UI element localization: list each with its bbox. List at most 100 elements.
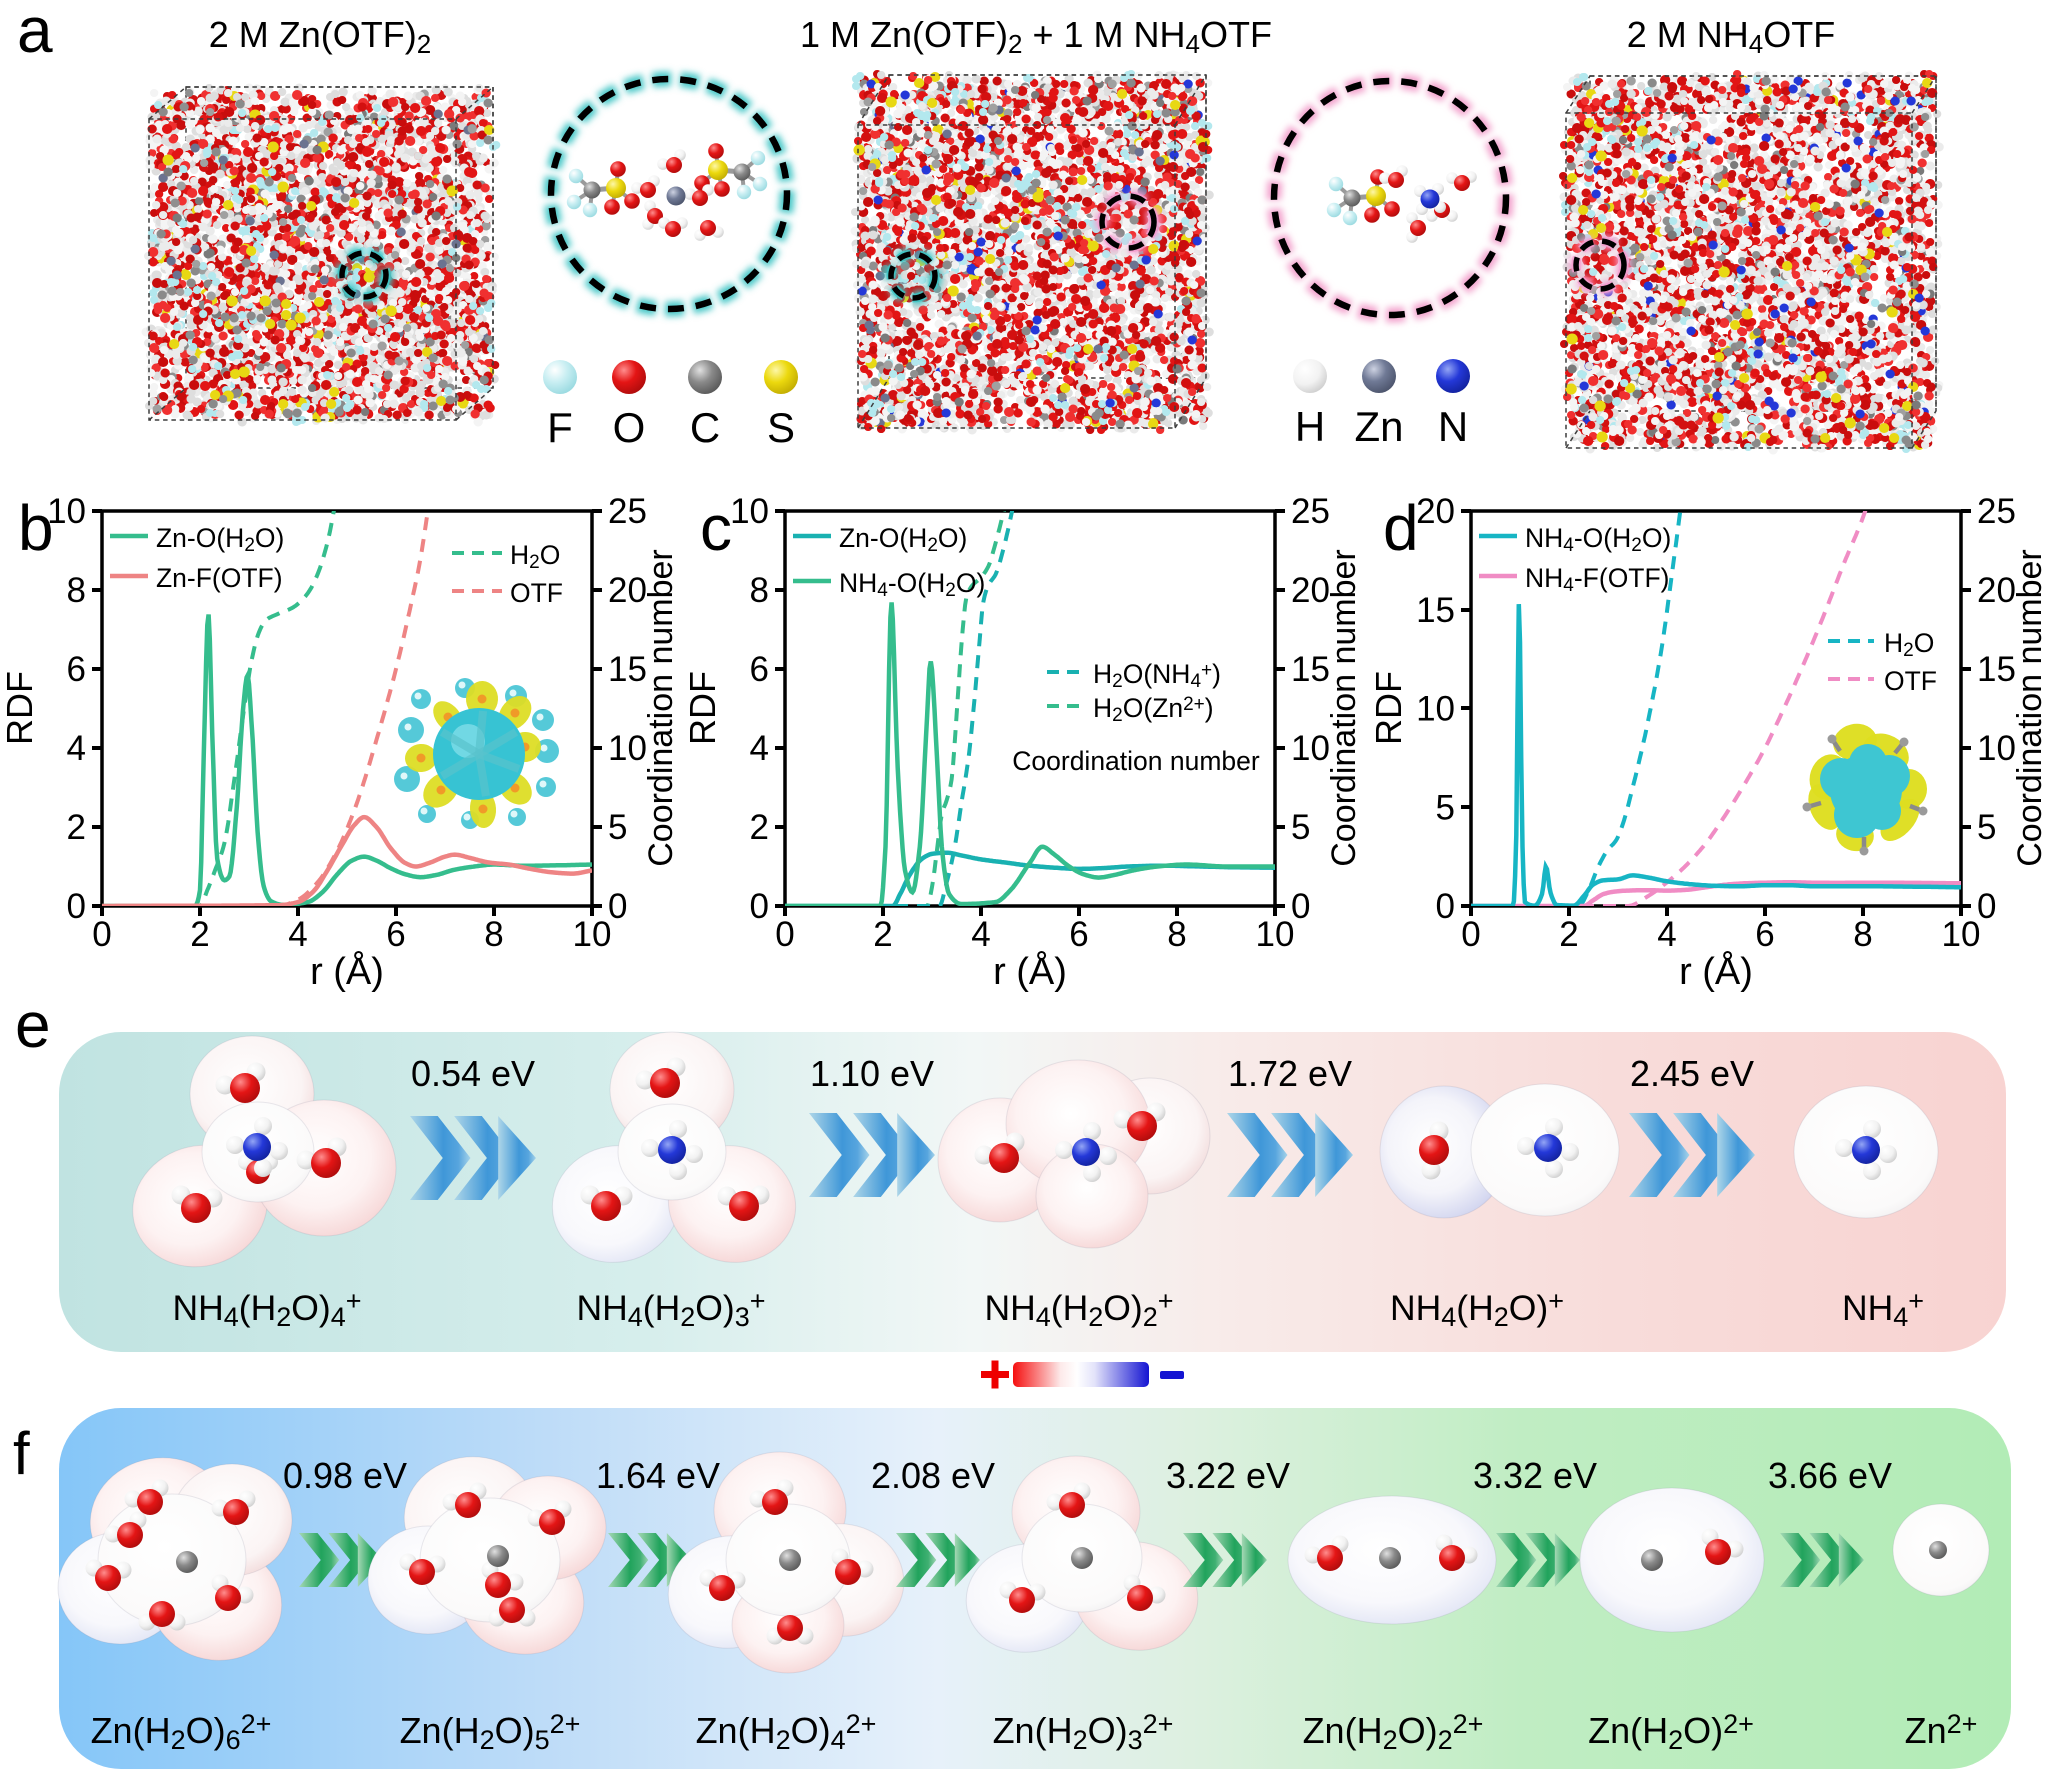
svg-text:10: 10 bbox=[1416, 690, 1455, 729]
svg-text:3.32 eV: 3.32 eV bbox=[1473, 1455, 1597, 1496]
svg-text:10: 10 bbox=[1256, 915, 1295, 954]
svg-text:25: 25 bbox=[608, 492, 647, 531]
svg-text:0: 0 bbox=[1436, 887, 1455, 926]
svg-text:N: N bbox=[1438, 403, 1468, 450]
svg-text:a: a bbox=[17, 0, 53, 66]
svg-text:20: 20 bbox=[1416, 492, 1455, 531]
svg-text:NH4-O(H2O): NH4-O(H2O) bbox=[839, 568, 985, 601]
svg-text:C: C bbox=[690, 404, 720, 451]
svg-text:20: 20 bbox=[1291, 571, 1330, 610]
svg-text:4: 4 bbox=[1657, 915, 1676, 954]
svg-text:RDF: RDF bbox=[0, 671, 40, 745]
svg-text:c: c bbox=[700, 492, 732, 564]
svg-text:d: d bbox=[1383, 492, 1419, 564]
svg-text:1.10 eV: 1.10 eV bbox=[810, 1053, 934, 1094]
svg-text:NH4+: NH4+ bbox=[1842, 1286, 1924, 1332]
svg-text:2: 2 bbox=[1559, 915, 1578, 954]
svg-text:b: b bbox=[18, 492, 54, 564]
svg-text:2.08 eV: 2.08 eV bbox=[871, 1455, 995, 1496]
svg-text:Zn-F(OTF): Zn-F(OTF) bbox=[156, 563, 283, 593]
svg-text:f: f bbox=[13, 1420, 30, 1487]
svg-text:NH4(H2O)4+: NH4(H2O)4+ bbox=[172, 1286, 361, 1332]
svg-text:3.22 eV: 3.22 eV bbox=[1166, 1455, 1290, 1496]
svg-text:0: 0 bbox=[1977, 887, 1996, 926]
svg-text:20: 20 bbox=[608, 571, 647, 610]
svg-text:0.98 eV: 0.98 eV bbox=[283, 1455, 407, 1496]
svg-text:Coordination number: Coordination number bbox=[642, 549, 680, 867]
svg-text:5: 5 bbox=[608, 808, 627, 847]
svg-text:10: 10 bbox=[1942, 915, 1981, 954]
svg-text:Coordination number: Coordination number bbox=[1012, 746, 1260, 776]
svg-text:RDF: RDF bbox=[682, 671, 723, 745]
svg-text:2: 2 bbox=[750, 808, 769, 847]
svg-text:4: 4 bbox=[288, 915, 307, 954]
svg-text:NH4-O(H2O): NH4-O(H2O) bbox=[1525, 523, 1671, 556]
svg-text:Coordination number: Coordination number bbox=[1325, 549, 1363, 867]
svg-text:4: 4 bbox=[971, 915, 990, 954]
svg-text:25: 25 bbox=[1977, 492, 2016, 531]
svg-text:0: 0 bbox=[775, 915, 794, 954]
svg-text:6: 6 bbox=[386, 915, 405, 954]
svg-text:10: 10 bbox=[608, 729, 647, 768]
svg-text:6: 6 bbox=[750, 650, 769, 689]
svg-text:F: F bbox=[547, 404, 573, 451]
svg-text:0: 0 bbox=[750, 887, 769, 926]
svg-text:8: 8 bbox=[67, 571, 86, 610]
svg-text:8: 8 bbox=[750, 571, 769, 610]
svg-text:15: 15 bbox=[1977, 650, 2016, 689]
svg-text:20: 20 bbox=[1977, 571, 2016, 610]
svg-text:0: 0 bbox=[1461, 915, 1480, 954]
svg-text:10: 10 bbox=[47, 492, 86, 531]
svg-text:10: 10 bbox=[730, 492, 769, 531]
svg-text:6: 6 bbox=[1755, 915, 1774, 954]
svg-text:8: 8 bbox=[484, 915, 503, 954]
svg-text:O: O bbox=[613, 404, 646, 451]
svg-text:4: 4 bbox=[750, 729, 769, 768]
svg-text:5: 5 bbox=[1291, 808, 1310, 847]
svg-text:NH4(H2O)3+: NH4(H2O)3+ bbox=[576, 1286, 765, 1332]
svg-text:6: 6 bbox=[67, 650, 86, 689]
svg-text:0.54 eV: 0.54 eV bbox=[411, 1053, 535, 1094]
svg-text:Zn: Zn bbox=[1354, 403, 1403, 450]
svg-text:S: S bbox=[767, 404, 795, 451]
svg-text:2: 2 bbox=[873, 915, 892, 954]
svg-text:8: 8 bbox=[1167, 915, 1186, 954]
svg-text:10: 10 bbox=[1977, 729, 2016, 768]
svg-text:r (Å): r (Å) bbox=[1679, 949, 1753, 993]
svg-text:H: H bbox=[1295, 403, 1325, 450]
svg-text:8: 8 bbox=[1853, 915, 1872, 954]
svg-text:10: 10 bbox=[1291, 729, 1330, 768]
svg-text:0: 0 bbox=[92, 915, 111, 954]
svg-text:NH4(H2O)+: NH4(H2O)+ bbox=[1390, 1286, 1564, 1332]
svg-text:2 M NH4OTF: 2 M NH4OTF bbox=[1627, 14, 1835, 59]
svg-text:2: 2 bbox=[67, 808, 86, 847]
svg-text:2: 2 bbox=[190, 915, 209, 954]
svg-text:Zn-O(H2O): Zn-O(H2O) bbox=[156, 523, 284, 556]
svg-text:6: 6 bbox=[1069, 915, 1088, 954]
svg-text:25: 25 bbox=[1291, 492, 1330, 531]
svg-text:4: 4 bbox=[67, 729, 86, 768]
svg-text:r (Å): r (Å) bbox=[993, 949, 1067, 993]
svg-text:e: e bbox=[15, 989, 51, 1061]
svg-text:0: 0 bbox=[67, 887, 86, 926]
svg-text:Coordination number: Coordination number bbox=[2011, 549, 2048, 867]
svg-text:RDF: RDF bbox=[1368, 671, 1409, 745]
svg-text:0: 0 bbox=[608, 887, 627, 926]
svg-text:15: 15 bbox=[608, 650, 647, 689]
svg-text:OTF: OTF bbox=[1884, 666, 1937, 696]
svg-text:2.45 eV: 2.45 eV bbox=[1630, 1053, 1754, 1094]
svg-text:1.64 eV: 1.64 eV bbox=[596, 1455, 720, 1496]
svg-text:1 M Zn(OTF)2 + 1 M NH4OTF: 1 M Zn(OTF)2 + 1 M NH4OTF bbox=[800, 14, 1272, 59]
svg-text:1.72 eV: 1.72 eV bbox=[1228, 1053, 1352, 1094]
svg-text:NH4-F(OTF): NH4-F(OTF) bbox=[1525, 563, 1670, 596]
svg-text:0: 0 bbox=[1291, 887, 1310, 926]
svg-text:15: 15 bbox=[1416, 591, 1455, 630]
svg-text:r (Å): r (Å) bbox=[310, 949, 384, 993]
svg-text:3.66 eV: 3.66 eV bbox=[1768, 1455, 1892, 1496]
svg-text:5: 5 bbox=[1436, 788, 1455, 827]
svg-text:2 M Zn(OTF)2: 2 M Zn(OTF)2 bbox=[209, 14, 431, 59]
svg-text:10: 10 bbox=[573, 915, 612, 954]
svg-text:OTF: OTF bbox=[510, 578, 563, 608]
svg-text:15: 15 bbox=[1291, 650, 1330, 689]
svg-text:5: 5 bbox=[1977, 808, 1996, 847]
